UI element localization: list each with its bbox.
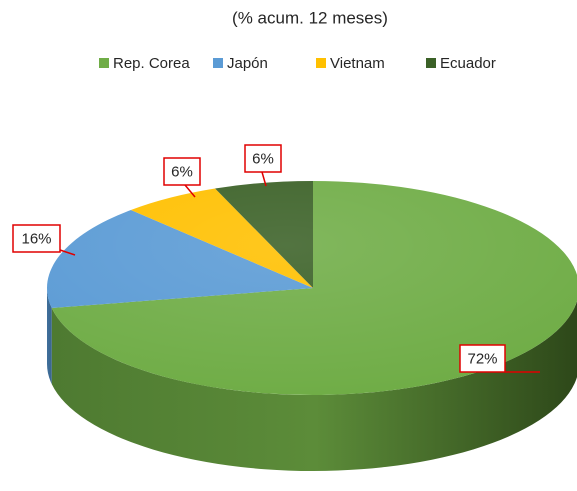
legend-label: Ecuador	[440, 55, 496, 72]
data-label-box	[459, 344, 506, 373]
legend-label: Vietnam	[330, 55, 385, 72]
legend-swatch	[213, 58, 223, 68]
data-label-box	[163, 157, 201, 186]
data-label-box	[244, 144, 282, 173]
leader-line	[184, 184, 196, 198]
legend-swatch	[316, 58, 326, 68]
data-label: 6%	[171, 163, 193, 180]
data-label: 16%	[21, 230, 51, 247]
legend-swatch	[99, 58, 109, 68]
legend-label: Rep. Corea	[113, 55, 190, 72]
leader-line	[261, 171, 267, 187]
data-label: 72%	[467, 350, 497, 367]
slice-side	[51, 300, 577, 471]
leader-line	[59, 249, 76, 256]
legend-swatch	[426, 58, 436, 68]
legend-label: Japón	[227, 55, 268, 72]
data-label: 6%	[252, 150, 274, 167]
slice-side	[47, 288, 52, 385]
highlight	[47, 181, 577, 395]
chart-subtitle: (% acum. 12 meses)	[232, 8, 388, 27]
data-label-box	[12, 224, 61, 253]
